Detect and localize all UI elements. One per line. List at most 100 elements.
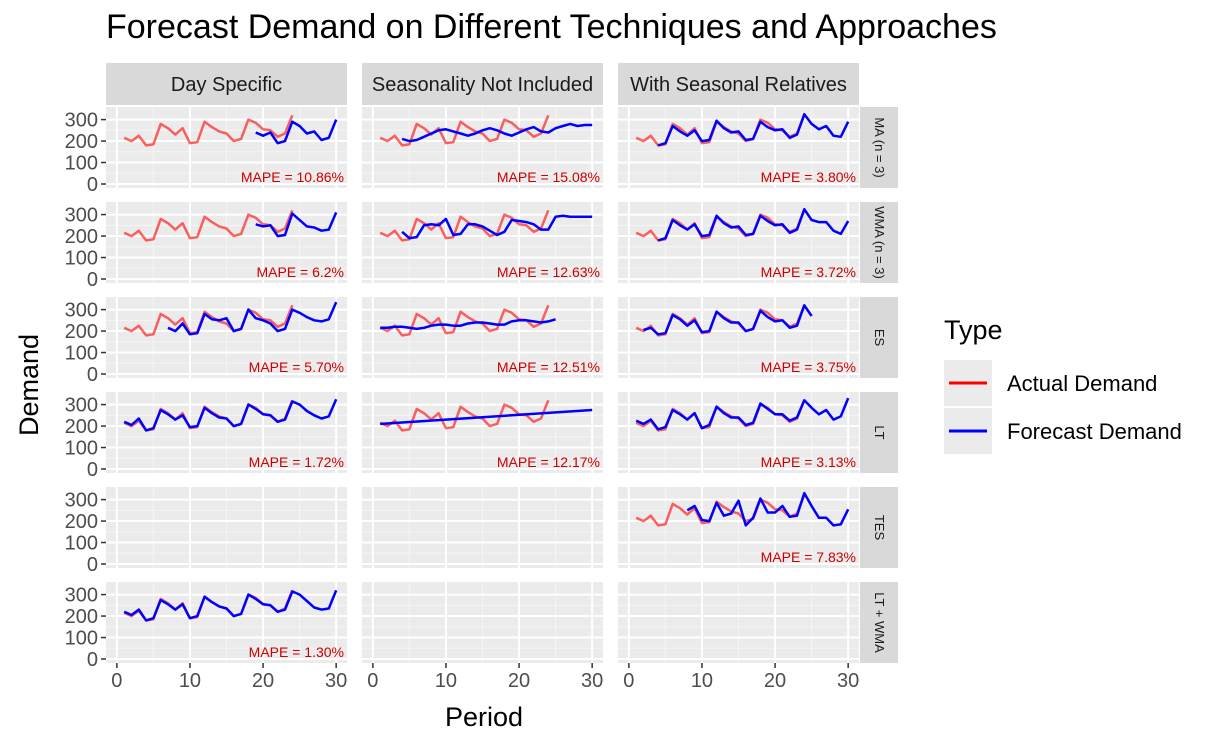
- facet-panel: [106, 487, 347, 568]
- forecast-demand-line: [167, 301, 338, 336]
- y-tick-label: 200: [65, 416, 98, 438]
- x-tick-label: 10: [435, 670, 457, 692]
- facet-column-strip: [106, 63, 347, 105]
- facet-panel: MAPE = 1.30%: [106, 582, 347, 663]
- mape-label: MAPE = 3.72%: [761, 264, 856, 280]
- facet-panel: MAPE = 1.72%: [106, 392, 347, 473]
- mape-label: MAPE = 12.17%: [497, 454, 600, 470]
- facet-row-strip: [860, 487, 898, 568]
- facet-panel: [362, 582, 603, 663]
- x-tick-label: 10: [179, 670, 201, 692]
- actual-demand-line: [635, 494, 806, 527]
- facet-row-label: LT + WMA: [872, 592, 887, 653]
- facet-column-strip: [362, 63, 603, 105]
- y-tick-label: 0: [87, 174, 98, 196]
- forecast-demand-line: [657, 112, 850, 147]
- actual-demand-line: [123, 114, 294, 147]
- x-tick-label: 30: [325, 670, 347, 692]
- x-tick-label: 10: [691, 670, 713, 692]
- forecast-demand-line: [401, 214, 593, 240]
- y-tick-label: 200: [65, 226, 98, 248]
- y-tick-label: 300: [65, 300, 98, 322]
- forecast-demand-line: [686, 491, 850, 527]
- mape-label: MAPE = 10.86%: [241, 169, 344, 185]
- y-tick-label: 100: [65, 533, 98, 555]
- x-tick-label: 20: [252, 670, 274, 692]
- forecast-demand-line: [380, 408, 593, 426]
- y-tick-label: 0: [87, 649, 98, 671]
- facet-row-strip: [860, 202, 898, 283]
- mape-label: MAPE = 15.08%: [497, 169, 600, 185]
- x-tick-label: 0: [367, 670, 378, 692]
- facet-panel: MAPE = 12.63%: [362, 202, 603, 283]
- y-tick-label: 100: [65, 153, 98, 175]
- y-tick-label: 100: [65, 248, 98, 270]
- mape-label: MAPE = 3.13%: [761, 454, 856, 470]
- facet-panel: [362, 487, 603, 568]
- legend-label-actual: Actual Demand: [1007, 371, 1157, 396]
- facet-row-label: MA (n = 3): [872, 117, 887, 177]
- mape-label: MAPE = 12.63%: [497, 264, 600, 280]
- forecast-demand-line: [657, 207, 850, 242]
- y-tick-label: 100: [65, 343, 98, 365]
- facet-row-label: LT: [872, 425, 887, 439]
- facet-panel: [618, 582, 859, 663]
- facet-row-strip: [860, 582, 898, 663]
- forecast-demand-line: [635, 397, 850, 431]
- legend-label-forecast: Forecast Demand: [1007, 419, 1182, 444]
- forecast-demand-line: [255, 119, 338, 145]
- facet-panel: MAPE = 6.2%: [106, 202, 347, 283]
- mape-label: MAPE = 6.2%: [256, 264, 344, 280]
- actual-demand-line: [379, 209, 550, 242]
- x-axis-title: Period: [445, 702, 523, 732]
- y-tick-label: 100: [65, 628, 98, 650]
- y-tick-label: 300: [65, 110, 98, 132]
- x-tick-label: 30: [581, 670, 603, 692]
- facet-row-strip: [860, 297, 898, 378]
- y-tick-label: 0: [87, 269, 98, 291]
- legend-title: Type: [944, 315, 1003, 345]
- facet-column-label: Day Specific: [171, 74, 282, 96]
- facet-panel: MAPE = 12.51%: [362, 297, 603, 378]
- y-tick-label: 200: [65, 511, 98, 533]
- legend: Type Actual Demand Forecast Demand: [944, 315, 1182, 454]
- forecast-demand-line: [123, 398, 338, 432]
- facet-row-strip: [860, 392, 898, 473]
- mape-label: MAPE = 3.80%: [761, 169, 856, 185]
- y-tick-label: 200: [65, 131, 98, 153]
- forecast-demand-line: [643, 304, 813, 336]
- y-tick-label: 0: [87, 364, 98, 386]
- y-tick-label: 300: [65, 490, 98, 512]
- facet-panel: MAPE = 12.17%: [362, 392, 603, 473]
- y-tick-label: 300: [65, 585, 98, 607]
- mape-label: MAPE = 1.30%: [249, 644, 344, 660]
- mape-label: MAPE = 5.70%: [249, 359, 344, 375]
- facet-row-strip: [860, 107, 898, 188]
- y-tick-label: 300: [65, 205, 98, 227]
- y-tick-label: 200: [65, 321, 98, 343]
- y-tick-label: 0: [87, 554, 98, 576]
- facet-row-label: WMA (n = 3): [872, 206, 887, 279]
- facet-panel: MAPE = 3.72%: [618, 202, 859, 283]
- forecast-demand-line: [123, 589, 338, 622]
- x-tick-label: 20: [764, 670, 786, 692]
- x-tick-label: 30: [837, 670, 859, 692]
- mape-label: MAPE = 3.75%: [761, 359, 856, 375]
- actual-demand-line: [379, 114, 550, 147]
- facet-row-label: TES: [872, 515, 887, 541]
- y-tick-label: 300: [65, 395, 98, 417]
- mape-label: MAPE = 12.51%: [497, 359, 600, 375]
- x-tick-label: 0: [111, 670, 122, 692]
- x-tick-label: 20: [508, 670, 530, 692]
- y-tick-label: 0: [87, 459, 98, 481]
- facet-panel: MAPE = 3.75%: [618, 297, 859, 378]
- chart-title: Forecast Demand on Different Techniques …: [106, 8, 997, 46]
- mape-label: MAPE = 1.72%: [249, 454, 344, 470]
- mape-label: MAPE = 7.83%: [761, 549, 856, 565]
- y-axis-title: Demand: [14, 334, 44, 436]
- facet-panel: MAPE = 7.83%: [618, 487, 859, 568]
- facet-row-label: ES: [872, 329, 887, 347]
- facet-column-strip: [618, 63, 859, 105]
- forecast-demand-line: [401, 122, 593, 143]
